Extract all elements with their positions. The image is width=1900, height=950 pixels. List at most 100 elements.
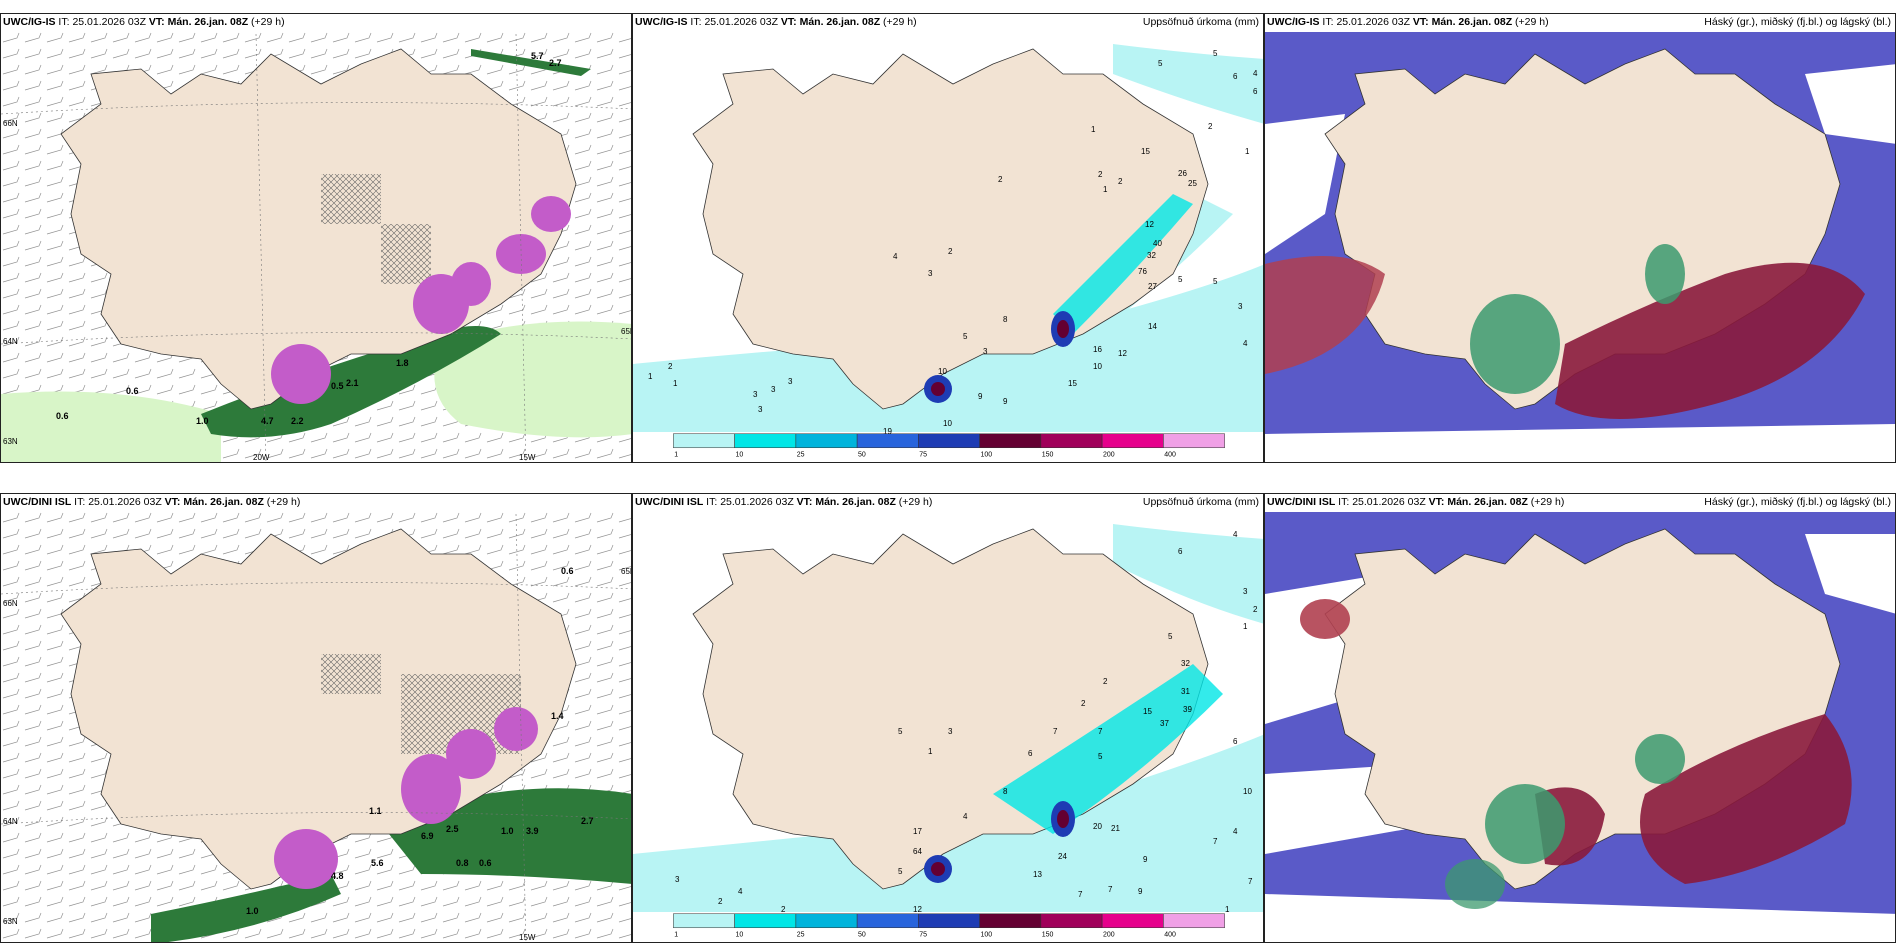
panel-title: Uppsöfnuð úrkoma (mm) — [1142, 496, 1259, 508]
model-name: UWC/IG-IS — [3, 16, 56, 28]
precip-value: 6 — [1028, 749, 1033, 758]
precip-value: 4 — [1233, 827, 1238, 836]
precip-value: 4 — [1243, 339, 1248, 348]
precip-value: 5 — [1178, 275, 1183, 284]
precip-value: 7 — [1078, 890, 1083, 899]
lon-label: 15W — [519, 453, 536, 462]
colorbar-swatch — [1101, 913, 1164, 929]
colorbar-tick: 1 — [674, 452, 678, 459]
it-value: 25.01.2026 03Z — [1336, 16, 1410, 28]
wind-value: 0.6 — [56, 411, 69, 421]
colorbar-tick: 200 — [1103, 932, 1115, 939]
lat-label: 66N — [3, 599, 18, 608]
precip-value: 2 — [718, 897, 723, 906]
precip-value: 4 — [1233, 530, 1238, 539]
precip-value: 2 — [781, 905, 786, 914]
precip-value: 21 — [1111, 824, 1120, 833]
precip-value: 2 — [1208, 122, 1213, 131]
precip-map-panel-bottom: UWC/DINI ISL IT: 25.01.2026 03Z VT: Mán.… — [632, 493, 1264, 943]
precip-max — [931, 382, 945, 396]
wind-value: 3.9 — [526, 826, 539, 836]
precip-value: 5 — [898, 727, 903, 736]
colorbar-tick: 200 — [1103, 452, 1115, 459]
mid-cloud-area — [1485, 784, 1565, 864]
precip-value: 40 — [1153, 239, 1162, 248]
precip-value: 25 — [1188, 179, 1197, 188]
it-value: 25.01.2026 03Z — [72, 16, 146, 28]
precip-value: 3 — [1238, 302, 1243, 311]
lat-label: 65N — [621, 567, 632, 576]
wind-value: 0.5 — [331, 381, 344, 391]
precip-max — [1057, 810, 1069, 828]
precip-value: 1 — [673, 379, 678, 388]
colorbar-swatch — [795, 433, 858, 449]
panel-title: Uppsöfnuð úrkoma (mm) — [1142, 16, 1259, 28]
colorbar-swatch — [1163, 913, 1225, 929]
precip-value: 31 — [1181, 687, 1190, 696]
colorbar-swatch — [918, 913, 980, 929]
colorbar-tick: 100 — [981, 932, 993, 939]
lead-time: (+29 h) — [266, 496, 301, 508]
colorbar: 1 10 25 50 75 100 150 200 400 — [673, 433, 1225, 459]
it-label: IT: — [58, 16, 70, 28]
precip-value: 7 — [1248, 877, 1253, 886]
wind-value: 5.7 — [531, 51, 544, 61]
precip-value: 2 — [1253, 605, 1258, 614]
colorbar-swatch — [979, 433, 1042, 449]
wind-value: 0.6 — [126, 386, 139, 396]
colorbar-swatch — [1040, 433, 1103, 449]
wind-value: 1.0 — [246, 906, 259, 916]
precip-value: 8 — [1003, 315, 1008, 324]
colorbar-swatch — [673, 433, 735, 449]
precip-value: 1 — [1225, 905, 1230, 914]
precip-value: 32 — [1147, 251, 1156, 260]
convective-cell — [401, 754, 461, 824]
mid-cloud-area — [1635, 734, 1685, 784]
colorbar-tick: 75 — [919, 932, 927, 939]
cloud-map-panel-bottom: UWC/DINI ISL IT: 25.01.2026 03Z VT: Mán.… — [1264, 493, 1896, 943]
precip-value: 10 — [1093, 362, 1102, 371]
precip-value: 64 — [913, 847, 922, 856]
precip-value: 6 — [1253, 87, 1258, 96]
colorbar-swatch — [1163, 433, 1225, 449]
wind-value: 2.1 — [346, 378, 359, 388]
wind-value: 1.0 — [501, 826, 514, 836]
precip-value: 3 — [1243, 587, 1248, 596]
precip-value: 12 — [1145, 220, 1154, 229]
precip-value: 27 — [1148, 282, 1157, 291]
colorbar-tick: 25 — [797, 452, 805, 459]
precip-value: 9 — [978, 392, 983, 401]
mid-cloud-area — [1470, 294, 1560, 394]
precip-value: 2 — [948, 247, 953, 256]
precip-value: 20 — [1093, 822, 1102, 831]
precip-labels: 1 2 1 3 3 3 3 4 2 3 5 3 8 10 9 9 10 19 1… — [648, 49, 1258, 436]
colorbar-swatch — [734, 433, 797, 449]
wind-map-panel-top: UWC/IG-IS IT: 25.01.2026 03Z VT: Mán. 26… — [0, 13, 632, 463]
precip-value: 9 — [1143, 855, 1148, 864]
colorbar-swatch — [795, 913, 858, 929]
colorbar-tick: 25 — [797, 932, 805, 939]
high-cloud-area — [1300, 599, 1350, 639]
lat-label: 66N — [3, 119, 18, 128]
precip-value: 2 — [998, 175, 1003, 184]
colorbar-tick: 150 — [1042, 932, 1054, 939]
precip-max — [931, 862, 945, 876]
precip-value: 5 — [1158, 59, 1163, 68]
wind-value: 6.9 — [421, 831, 434, 841]
colorbar-swatch — [673, 913, 735, 929]
precip-value: 19 — [883, 427, 892, 436]
wind-value: 1.0 — [196, 416, 209, 426]
convective-cell — [271, 344, 331, 404]
precip-value: 10 — [938, 367, 947, 376]
precip-value: 3 — [771, 385, 776, 394]
wind-value: 2.7 — [581, 816, 594, 826]
precip-value: 2 — [1103, 677, 1108, 686]
precip-area — [993, 664, 1223, 834]
cloud-map-bottom — [1265, 512, 1895, 942]
model-name: UWC/DINI ISL — [635, 496, 704, 508]
panel-header: UWC/DINI ISL IT: 25.01.2026 03Z VT: Mán.… — [3, 494, 300, 511]
wind-value: 0.6 — [479, 858, 492, 868]
it-value: 25.01.2026 03Z — [88, 496, 162, 508]
vt-value: Mán. 26.jan. 08Z — [815, 496, 896, 508]
lat-label: 63N — [3, 437, 18, 446]
